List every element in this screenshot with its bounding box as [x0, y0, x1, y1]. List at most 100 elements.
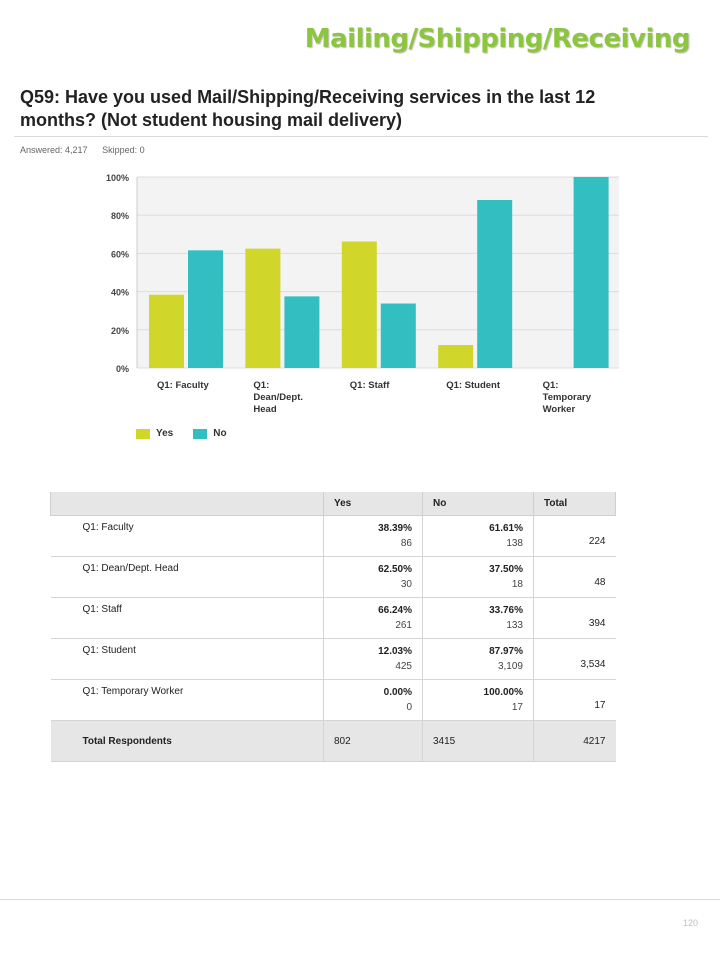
- x-tick-label-line: Worker: [543, 404, 576, 415]
- no-count: 17: [511, 702, 523, 713]
- table-row: Q1: Temporary Worker 0.00% 0 100.00% 17 17: [50, 679, 616, 721]
- chart-legend: Yes No: [136, 428, 247, 439]
- row-label: Q1: Dean/Dept. Head: [50, 556, 324, 598]
- total-all: 4217: [533, 720, 616, 762]
- no-percent: 33.76%: [489, 605, 523, 616]
- no-count: 18: [511, 579, 523, 590]
- total-no: 3415: [422, 720, 534, 762]
- header-total: Total: [533, 492, 616, 516]
- row-label: Q1: Student: [50, 638, 324, 680]
- question-title: Q59: Have you used Mail/Shipping/Receivi…: [20, 87, 596, 130]
- no-cell: 61.61% 138: [422, 515, 534, 557]
- no-count: 3,109: [497, 661, 523, 672]
- table-row: Q1: Student 12.03% 425 87.97% 3,109 3,534: [50, 638, 616, 680]
- no-count: 138: [506, 538, 523, 549]
- y-tick-label: 100%: [106, 173, 129, 183]
- table-header-row: Yes No Total: [50, 492, 616, 516]
- yes-percent: 12.03%: [378, 646, 412, 657]
- bar-no: [284, 296, 320, 368]
- answered-count: Answered: 4,217: [20, 145, 88, 155]
- x-tick-label-line: Temporary: [543, 392, 592, 403]
- legend-swatch-no: [193, 428, 208, 439]
- y-tick-label: 80%: [111, 211, 129, 221]
- total-cell: 394: [533, 597, 616, 639]
- no-percent: 100.00%: [483, 687, 523, 698]
- total-cell: 48: [533, 556, 616, 598]
- y-tick-label: 60%: [111, 249, 129, 259]
- yes-percent: 38.39%: [378, 523, 412, 534]
- legend-label-no: No: [213, 428, 227, 439]
- legend-item-yes: Yes: [136, 428, 173, 439]
- table-row: Q1: Dean/Dept. Head 62.50% 30 37.50% 18 48: [50, 556, 616, 598]
- yes-cell: 12.03% 425: [323, 638, 423, 680]
- no-percent: 37.50%: [489, 564, 523, 575]
- table-row: Q1: Staff 66.24% 261 33.76% 133 394: [50, 597, 616, 639]
- bar-yes: [245, 248, 281, 368]
- no-percent: 87.97%: [489, 646, 523, 657]
- yes-count: 86: [400, 538, 412, 549]
- x-tick-label-line: Head: [253, 404, 276, 415]
- bar-yes: [341, 241, 377, 368]
- y-tick-label: 40%: [111, 288, 129, 298]
- x-tick-label: Q1: Dean/Dept. Head: [253, 380, 303, 415]
- total-respondents-row: Total Respondents 802 3415 4217: [50, 720, 616, 762]
- x-tick-label: Q1: Student: [446, 380, 501, 391]
- response-meta: Answered: 4,217 Skipped: 0: [20, 145, 157, 155]
- bar-chart: 0%20%40%60%80%100%Q1: Faculty Q1: Dean/Dep…: [106, 173, 619, 415]
- header-blank: [50, 492, 324, 516]
- row-label: Q1: Faculty: [50, 515, 324, 557]
- yes-count: 30: [400, 579, 412, 590]
- total-yes: 802: [323, 720, 423, 762]
- row-label: Q1: Temporary Worker: [50, 679, 324, 721]
- y-tick-label: 20%: [111, 326, 129, 336]
- x-tick-label-line: Q1: Faculty: [157, 380, 209, 391]
- header-yes: Yes: [323, 492, 423, 516]
- x-tick-label-line: Dean/Dept.: [253, 392, 303, 403]
- yes-count: 261: [395, 620, 412, 631]
- question-divider: [14, 136, 708, 137]
- no-count: 133: [506, 620, 523, 631]
- x-tick-label: Q1: Temporary Worker: [543, 380, 592, 415]
- x-tick-label: Q1: Staff: [350, 380, 390, 391]
- total-cell: 224: [533, 515, 616, 557]
- page-number: 120: [682, 918, 698, 928]
- no-cell: 33.76% 133: [422, 597, 534, 639]
- bar-no: [573, 177, 609, 368]
- no-cell: 100.00% 17: [422, 679, 534, 721]
- yes-percent: 66.24%: [378, 605, 412, 616]
- results-table: Yes No Total Q1: Faculty 38.39% 86 61.61% 13…: [50, 492, 616, 762]
- no-percent: 61.61%: [489, 523, 523, 534]
- bar-yes: [149, 294, 184, 368]
- legend-swatch-yes: [136, 428, 150, 439]
- yes-cell: 0.00% 0: [323, 679, 423, 721]
- x-tick-label: Q1: Faculty: [157, 380, 209, 391]
- no-cell: 87.97% 3,109: [422, 638, 534, 680]
- total-respondents-label: Total Respondents: [50, 720, 324, 762]
- yes-percent: 0.00%: [383, 687, 412, 698]
- skipped-count: Skipped: 0: [102, 145, 145, 155]
- legend-item-no: No: [193, 428, 227, 439]
- legend-label-yes: Yes: [156, 428, 174, 439]
- x-tick-label-line: Q1:: [253, 380, 269, 391]
- total-cell: 3,534: [533, 638, 616, 680]
- x-tick-label-line: Q1: Student: [446, 380, 501, 391]
- yes-cell: 62.50% 30: [323, 556, 423, 598]
- table-row: Q1: Faculty 38.39% 86 61.61% 138 224: [50, 515, 616, 557]
- yes-count: 425: [395, 661, 412, 672]
- header-no: No: [422, 492, 534, 516]
- total-cell: 17: [533, 679, 616, 721]
- footer-divider: [0, 899, 720, 900]
- bar-yes: [438, 345, 474, 368]
- x-tick-label-line: Q1: Staff: [350, 380, 390, 391]
- y-tick-label: 0%: [116, 364, 129, 374]
- yes-count: 0: [406, 702, 412, 713]
- yes-cell: 66.24% 261: [323, 597, 423, 639]
- x-tick-label-line: Q1:: [543, 380, 559, 391]
- yes-cell: 38.39% 86: [323, 515, 423, 557]
- no-cell: 37.50% 18: [422, 556, 534, 598]
- section-title: Mailing/Shipping/Receiving: [304, 24, 691, 54]
- bar-no: [477, 199, 513, 368]
- row-label: Q1: Staff: [50, 597, 324, 639]
- table-body: Q1: Faculty 38.39% 86 61.61% 138 224 Q1: Dean/…: [50, 515, 616, 762]
- yes-percent: 62.50%: [378, 564, 412, 575]
